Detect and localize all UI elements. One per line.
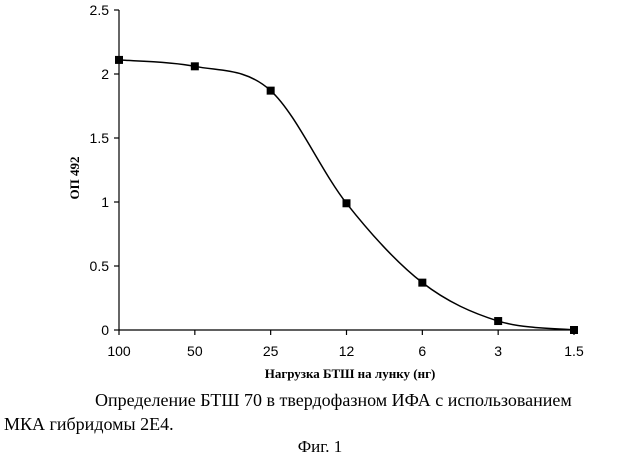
- data-point: [115, 56, 123, 64]
- x-tick-label: 1.5: [564, 343, 584, 359]
- y-axis-title: ОП 492: [67, 157, 82, 200]
- axes: [119, 10, 576, 330]
- y-tick-label: 1.5: [90, 130, 110, 146]
- figure-label: Фиг. 1: [0, 437, 640, 457]
- y-tick-label: 0: [101, 322, 109, 338]
- figure-caption-line-2: МКА гибридомы 2Е4.: [4, 414, 174, 435]
- x-axis-title: Нагрузка БТШ на лунку (нг): [265, 366, 436, 381]
- y-tick-label: 0.5: [90, 258, 110, 274]
- y-tick-label: 1: [101, 194, 109, 210]
- series-line: [119, 60, 574, 330]
- data-point: [494, 317, 502, 325]
- x-tick-label: 12: [339, 343, 355, 359]
- x-tick-label: 6: [418, 343, 426, 359]
- x-tick-label: 100: [107, 343, 131, 359]
- x-tick-label: 25: [263, 343, 279, 359]
- x-tick-label: 3: [494, 343, 502, 359]
- data-point: [570, 326, 578, 334]
- x-ticks: 100 50 25 12 6 3 1.5: [107, 330, 584, 359]
- figure-caption-line-1: Определение БТШ 70 в твердофазном ИФА с …: [95, 390, 572, 411]
- y-ticks: 0 0.5 1 1.5 2 2.5: [90, 2, 119, 338]
- data-point: [343, 199, 351, 207]
- data-point: [267, 87, 275, 95]
- x-tick-label: 50: [187, 343, 203, 359]
- data-point: [191, 62, 199, 70]
- y-tick-label: 2.5: [90, 2, 110, 18]
- series-markers: [115, 56, 578, 334]
- y-tick-label: 2: [101, 66, 109, 82]
- data-point: [418, 279, 426, 287]
